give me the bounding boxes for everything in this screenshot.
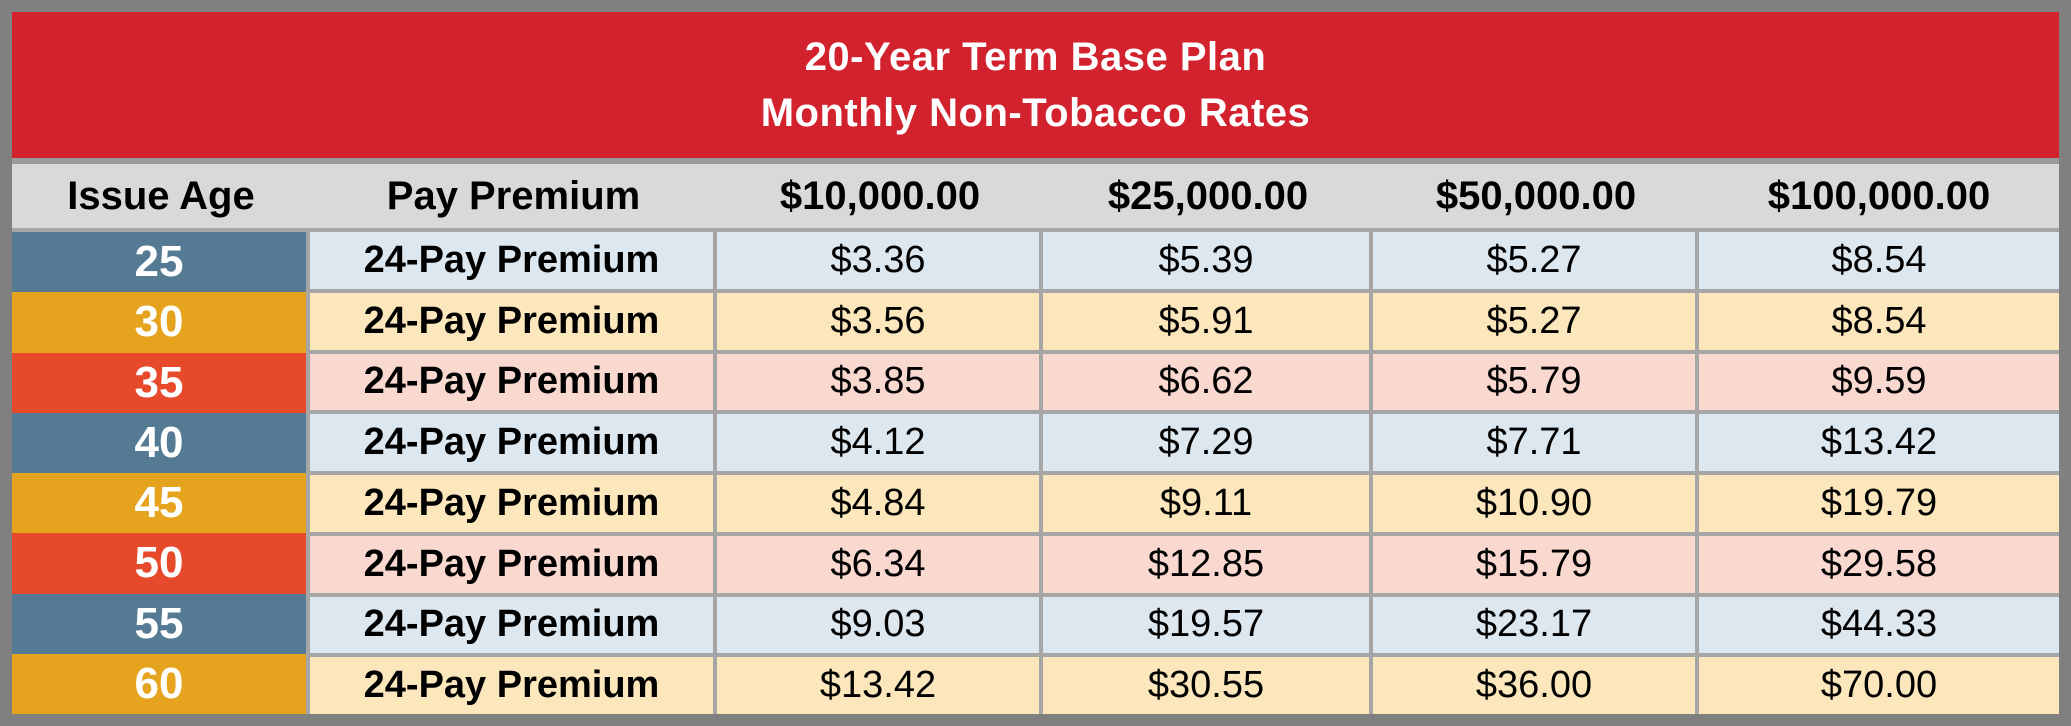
premium-type-cell: 24-Pay Premium	[310, 353, 713, 411]
rate-cell: $7.71	[1373, 414, 1695, 471]
banner-header-divider	[12, 158, 2059, 164]
rate-cell: $30.55	[1043, 657, 1369, 714]
rate-cell: $44.33	[1699, 596, 2059, 654]
rate-cell: $19.79	[1699, 475, 2059, 532]
premium-type-cell: 24-Pay Premium	[310, 535, 713, 593]
rate-cell: $36.00	[1373, 657, 1695, 714]
rate-cell: $19.57	[1043, 596, 1369, 654]
column-header-issue-age: Issue Age	[67, 173, 255, 218]
rate-cell: $3.85	[717, 353, 1039, 411]
rate-cell: $5.79	[1373, 353, 1695, 411]
issue-age-cell-45: 45	[12, 473, 306, 534]
column-header-pay-premium: Pay Premium	[386, 173, 641, 218]
rate-cell: $29.58	[1699, 535, 2059, 593]
rate-cell: $8.54	[1699, 232, 2059, 289]
rate-cell: $9.11	[1043, 475, 1369, 532]
premium-type-cell: 24-Pay Premium	[310, 657, 713, 714]
rate-table-body: 25 30 35 40 45 50 55 60 24-Pay Premium $…	[12, 228, 2059, 714]
column-header-row: Issue Age Pay Premium $10,000.00 $25,000…	[12, 164, 2059, 228]
issue-age-column: 25 30 35 40 45 50 55 60	[12, 232, 306, 714]
issue-age-cell-60: 60	[12, 653, 306, 714]
column-header-10000: $10,000.00	[779, 173, 981, 218]
title-line-2: Monthly Non-Tobacco Rates	[760, 91, 1311, 135]
rate-cell: $5.39	[1043, 232, 1369, 289]
rate-cell: $9.03	[717, 596, 1039, 654]
issue-age-cell-55: 55	[12, 593, 306, 654]
rate-cell: $6.62	[1043, 353, 1369, 411]
issue-age-cell-40: 40	[12, 412, 306, 473]
rate-cell: $5.27	[1373, 232, 1695, 289]
rate-cell: $6.34	[717, 535, 1039, 593]
column-header-50000: $50,000.00	[1435, 173, 1637, 218]
premium-type-cell: 24-Pay Premium	[310, 596, 713, 654]
issue-age-cell-50: 50	[12, 533, 306, 594]
rate-cell: $13.42	[1699, 414, 2059, 471]
table-title-banner: 20-Year Term Base Plan Monthly Non-Tobac…	[12, 12, 2059, 158]
rate-cell: $10.90	[1373, 475, 1695, 532]
premium-type-cell: 24-Pay Premium	[310, 475, 713, 532]
rate-cell: $4.84	[717, 475, 1039, 532]
rate-cell: $15.79	[1373, 535, 1695, 593]
rate-cell: $5.91	[1043, 292, 1369, 350]
column-header-100000: $100,000.00	[1767, 173, 1991, 218]
rate-cell: $23.17	[1373, 596, 1695, 654]
rate-cell: $8.54	[1699, 292, 2059, 350]
column-header-25000: $25,000.00	[1107, 173, 1309, 218]
issue-age-cell-35: 35	[12, 352, 306, 413]
issue-age-cell-30: 30	[12, 292, 306, 353]
rate-cell: $13.42	[717, 657, 1039, 714]
rate-cell: $7.29	[1043, 414, 1369, 471]
rate-cell: $5.27	[1373, 292, 1695, 350]
issue-age-cell-25: 25	[12, 232, 306, 293]
rate-cell: $4.12	[717, 414, 1039, 471]
rate-cell: $3.36	[717, 232, 1039, 289]
rate-cell: $9.59	[1699, 353, 2059, 411]
rate-cell: $3.56	[717, 292, 1039, 350]
rate-cell: $70.00	[1699, 657, 2059, 714]
rate-cell: $12.85	[1043, 535, 1369, 593]
premium-type-cell: 24-Pay Premium	[310, 414, 713, 471]
title-line-1: 20-Year Term Base Plan	[804, 35, 1267, 79]
premium-type-cell: 24-Pay Premium	[310, 232, 713, 289]
premium-type-cell: 24-Pay Premium	[310, 292, 713, 350]
